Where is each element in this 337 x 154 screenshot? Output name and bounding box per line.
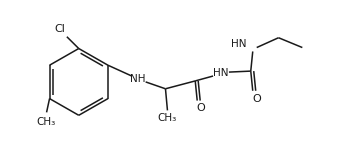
Text: HN: HN	[231, 39, 247, 49]
Text: HN: HN	[213, 68, 229, 78]
Text: NH: NH	[130, 74, 146, 84]
Text: Cl: Cl	[55, 24, 65, 34]
Text: CH₃: CH₃	[158, 113, 177, 123]
Text: O: O	[197, 103, 206, 113]
Text: CH₃: CH₃	[36, 117, 55, 127]
Text: O: O	[252, 94, 261, 104]
